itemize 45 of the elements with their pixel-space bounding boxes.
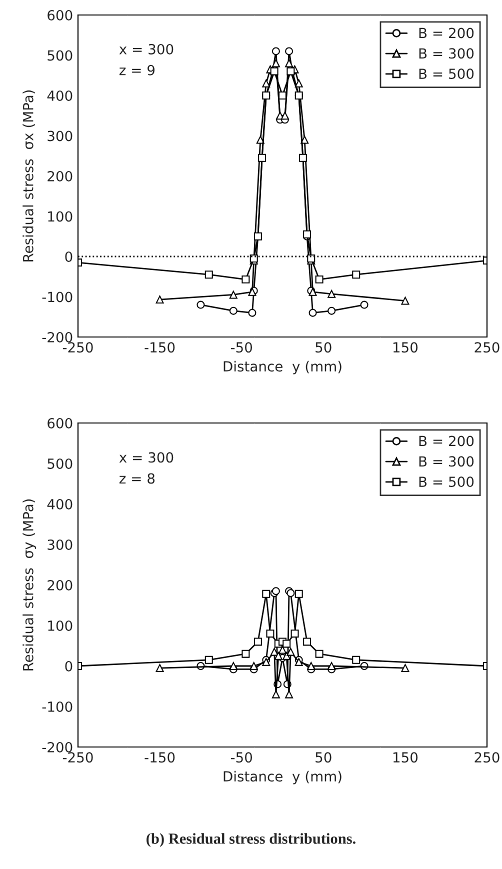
legend-label: B = 200 — [419, 28, 474, 38]
legend-label: B = 300 — [419, 48, 474, 59]
legend-label: B = 300 — [419, 456, 474, 467]
annotation: z = 8 — [119, 473, 155, 484]
x-tick-label: 250 — [474, 342, 500, 353]
x-tick-label: -150 — [144, 342, 175, 353]
x-tick-label: -50 — [230, 752, 252, 763]
y-tick-label: 200 — [48, 580, 72, 590]
y-tick-label: -200 — [42, 742, 72, 752]
x-tick-label: 150 — [393, 342, 418, 353]
y-tick-label: -100 — [42, 701, 72, 712]
y-tick-label: 600 — [48, 10, 72, 20]
x-tick-label: 50 — [316, 342, 332, 353]
x-tick-label: -150 — [144, 752, 175, 763]
y-tick-label: 0 — [65, 251, 72, 262]
y-tick-label: 500 — [48, 458, 72, 469]
text: (b) Residual stress distributions. — [146, 833, 356, 847]
x-tick-label: 150 — [393, 752, 418, 763]
x-axis-title: Distance y (mm) — [224, 770, 342, 784]
y-tick-label: 500 — [48, 50, 72, 61]
y-tick-label: 100 — [48, 620, 72, 631]
y-tick-label: 300 — [48, 130, 72, 142]
x-tick-label: -50 — [230, 342, 252, 353]
y-tick-label: 400 — [47, 90, 72, 101]
x-tick-label: -250 — [62, 752, 93, 763]
y-tick-label: -200 — [42, 332, 72, 342]
y-tick-label: 400 — [47, 498, 72, 510]
y-tick-label: 100 — [48, 211, 72, 222]
y-tick-label: -100 — [42, 292, 72, 302]
x-tick-label: -250 — [62, 342, 93, 353]
y-axis-title: Residual stress σx (MPa) — [22, 90, 36, 262]
legend-label: B = 500 — [419, 68, 474, 80]
y-axis-title: Residual stress σy (MPa) — [22, 499, 36, 670]
legend-label: B = 500 — [419, 476, 474, 488]
y-tick-label: 300 — [48, 539, 72, 550]
y-tick-label: 600 — [48, 418, 72, 428]
x-tick-label: 250 — [474, 752, 500, 763]
y-tick-label: 0 — [65, 660, 72, 672]
annotation: z = 9 — [119, 64, 155, 76]
annotation: x = 300 — [119, 452, 174, 463]
x-tick-label: 50 — [316, 752, 332, 763]
y-tick-label: 200 — [48, 170, 72, 182]
annotation: x = 300 — [119, 44, 174, 54]
x-axis-title: Distance y (mm) — [224, 360, 342, 374]
legend-label: B = 200 — [419, 436, 474, 446]
